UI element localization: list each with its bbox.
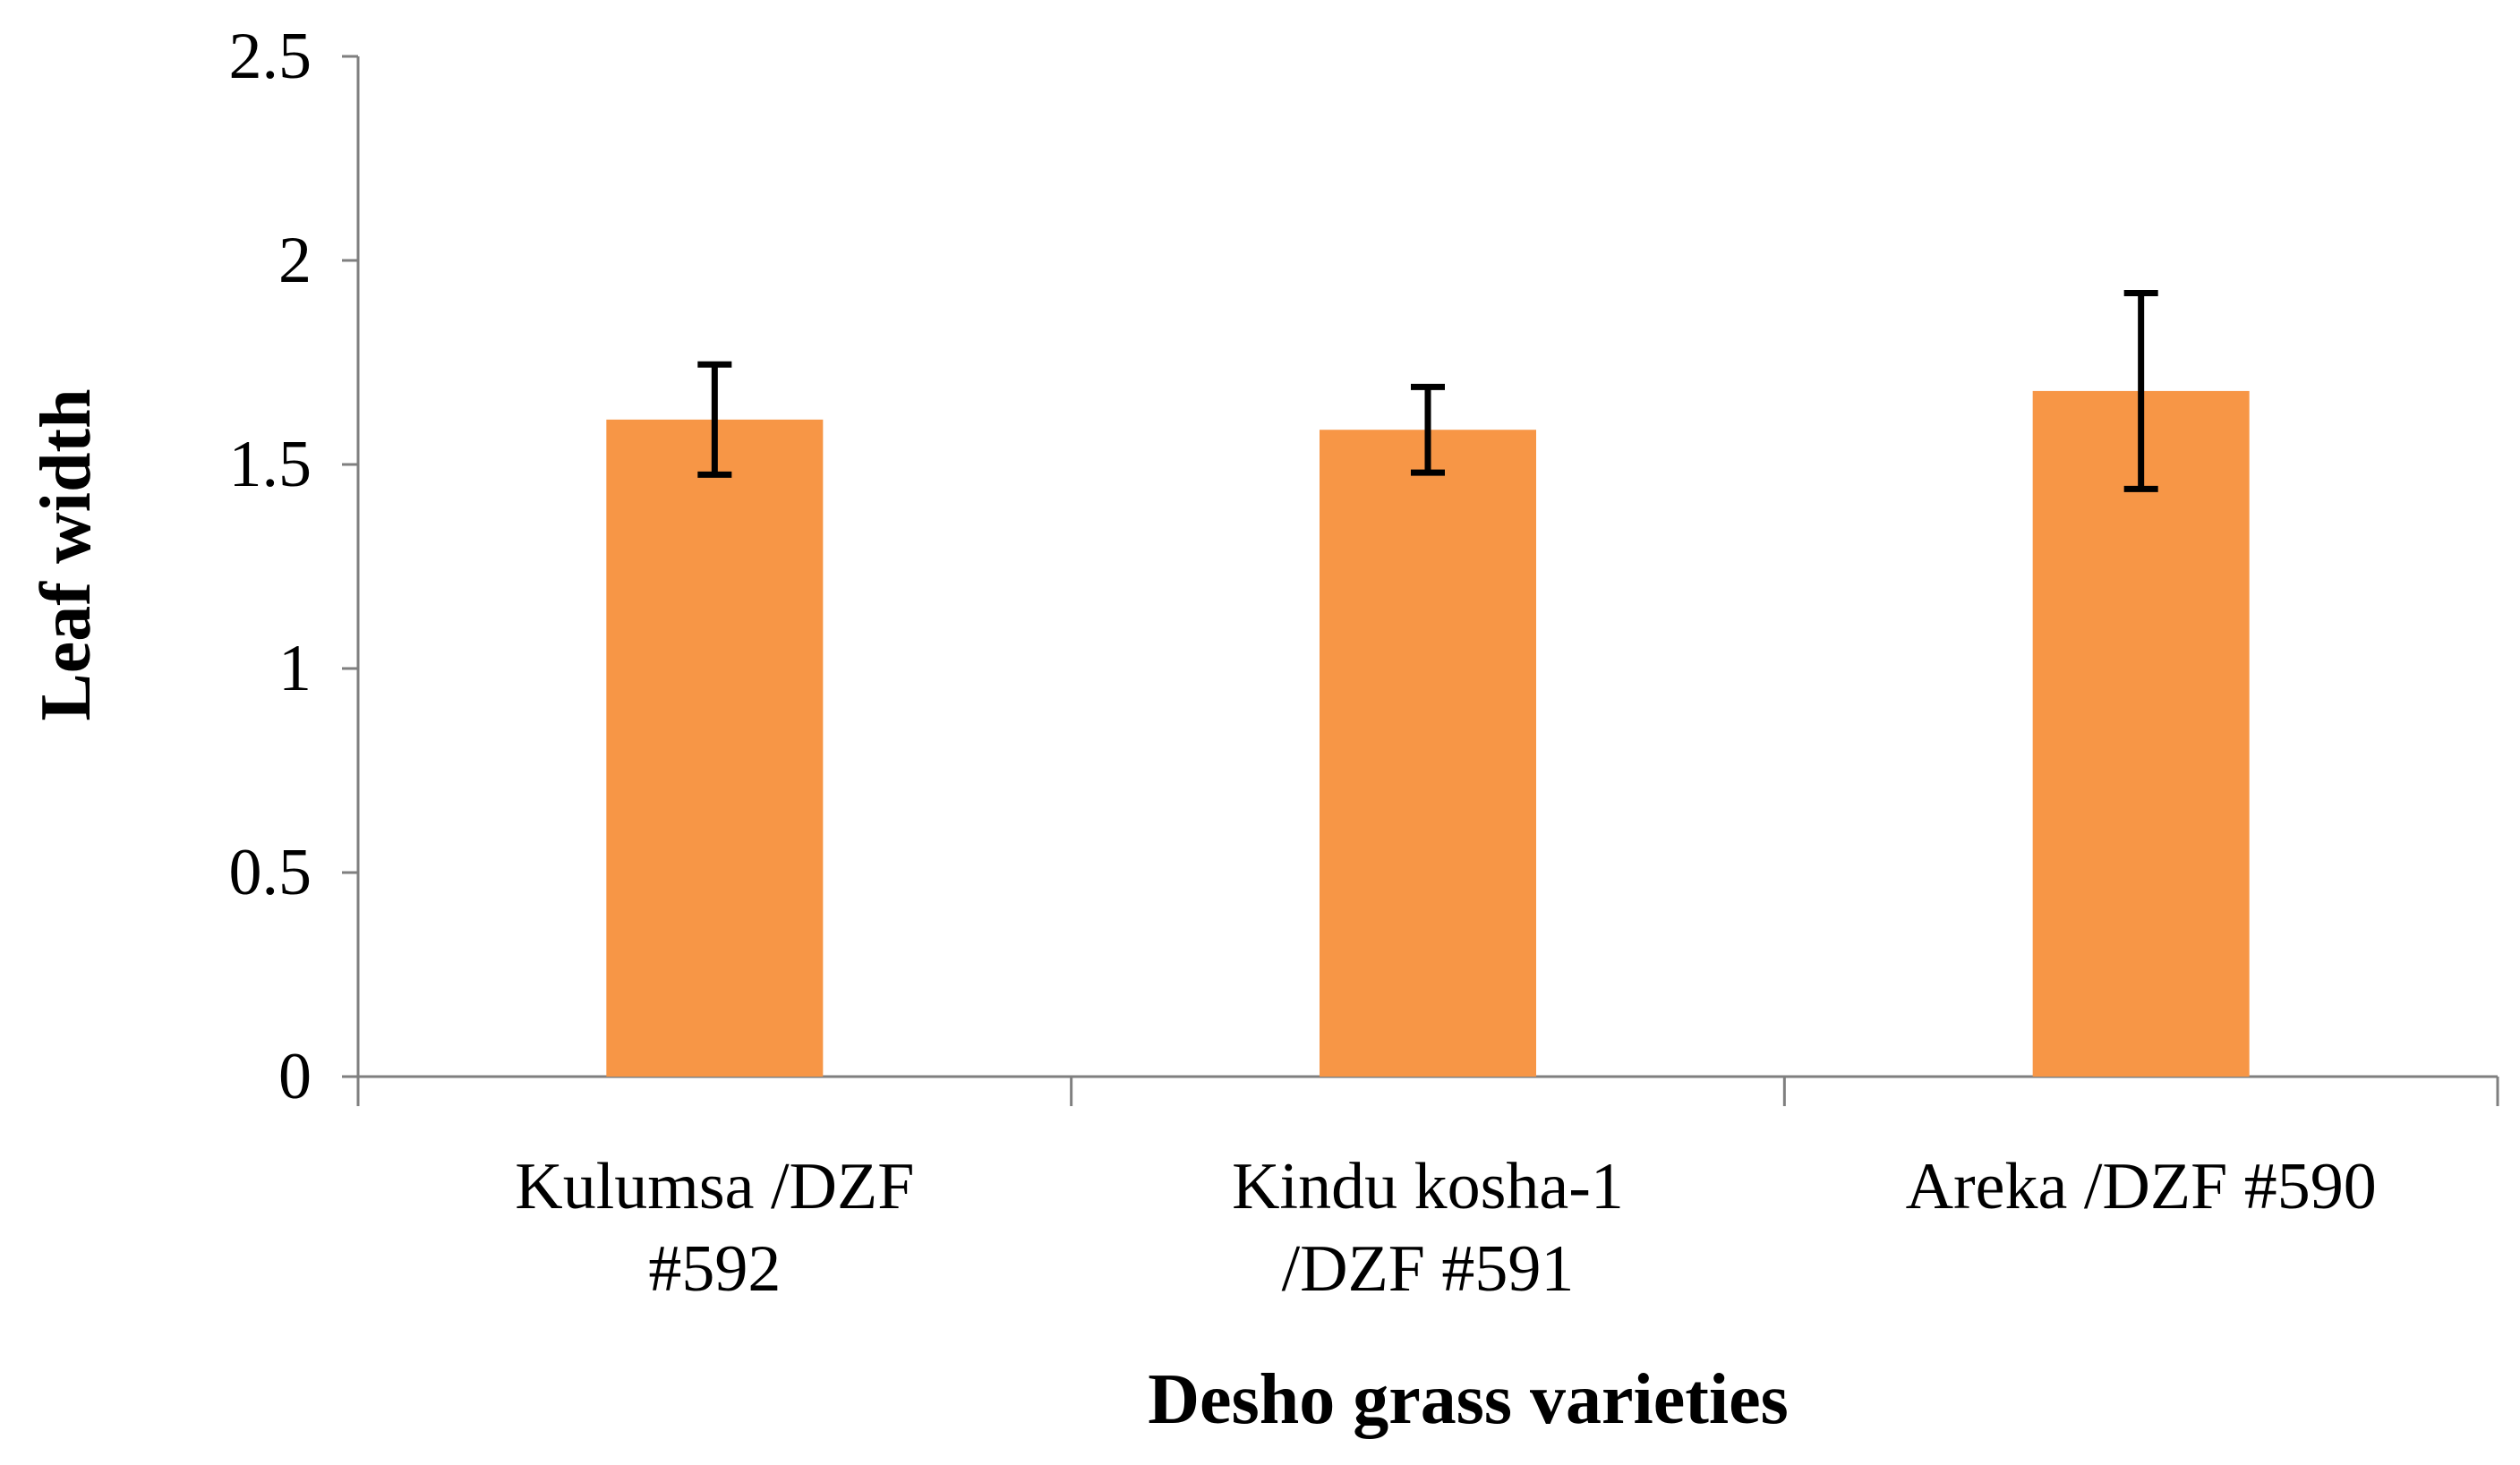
bar [2032, 390, 2250, 1077]
bar [606, 419, 824, 1077]
y-axis-title: Leaf width [27, 388, 106, 720]
x-axis-title: Desho grass varieties [1148, 1360, 1788, 1439]
y-tick-label: 2.5 [229, 20, 312, 93]
bar [1320, 430, 1536, 1077]
y-tick-label: 0 [278, 1040, 312, 1113]
y-tick-label: 1.5 [229, 428, 312, 501]
x-tick-label-line: /DZF #591 [1282, 1232, 1575, 1306]
x-tick-label-line: Kindu kosha-1 [1232, 1150, 1624, 1223]
x-tick-label: Kindu kosha-1/DZF #591 [1232, 1150, 1624, 1306]
y-tick-label: 0.5 [229, 836, 312, 909]
plot-area: 0 0.5 1 1.5 2 2.5 Kulumsa /DZF #592 Kindu kosha-… [229, 20, 2499, 1306]
x-tick-label-line: Kulumsa /DZF [515, 1150, 914, 1223]
x-tick-label-line: Areka /DZF #590 [1906, 1150, 2377, 1223]
x-tick-label-line: #592 [648, 1232, 781, 1306]
y-tick-label: 2 [278, 224, 312, 297]
y-tick-label: 1 [278, 632, 312, 705]
x-tick-label: Areka /DZF #590 [1906, 1150, 2377, 1223]
x-tick-label: Kulumsa /DZF #592 [515, 1150, 914, 1306]
